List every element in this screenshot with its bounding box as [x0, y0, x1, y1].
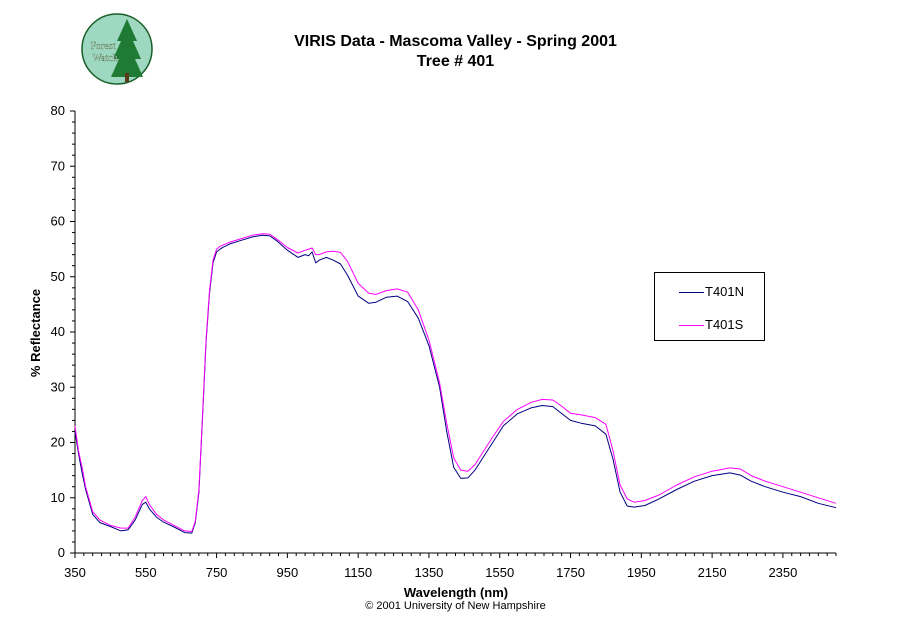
y-tick-label: 20 [51, 435, 65, 450]
chart-subtitle: Tree # 401 [416, 53, 495, 70]
legend-label-t401n: T401N [705, 284, 745, 299]
logo-text-line2: Watch [92, 53, 117, 64]
x-axis-ticks: 350 550 750 950 1150 1350 1550 1750 1950 2150 2350 [64, 553, 837, 580]
legend-item-t401n: T401N [679, 284, 745, 300]
series-line-t401s [74, 233, 837, 532]
x-tick-label: 750 [206, 565, 228, 580]
x-tick-label: 350 [64, 565, 86, 580]
y-axis-label: % Reflectance [28, 289, 43, 377]
y-tick-label: 70 [51, 158, 65, 173]
legend-line-t401s [679, 325, 704, 326]
y-tick-label: 80 [51, 103, 65, 118]
x-tick-label: 1550 [485, 565, 514, 580]
x-tick-label: 1950 [627, 565, 656, 580]
legend-label-t401s: T401S [705, 317, 744, 332]
y-axis-ticks: 0 10 20 30 40 50 60 70 80 [51, 103, 75, 560]
x-tick-label: 1750 [556, 565, 585, 580]
x-tick-label: 550 [135, 565, 157, 580]
forest-watch-logo: Forest Watch [81, 13, 153, 85]
legend-line-t401n [679, 292, 704, 293]
copyright-notice: © 2001 University of New Hampshire [365, 600, 546, 612]
x-tick-label: 2350 [768, 565, 797, 580]
chart-legend: T401N T401S [654, 272, 765, 341]
x-tick-label: 1150 [344, 565, 372, 580]
y-tick-label: 10 [51, 490, 65, 505]
chart-series [74, 233, 837, 534]
x-tick-label: 1350 [414, 565, 443, 580]
y-tick-label: 50 [51, 269, 65, 284]
legend-item-t401s: T401S [679, 317, 744, 333]
y-tick-label: 30 [51, 379, 65, 394]
y-tick-label: 60 [51, 214, 65, 229]
x-tick-label: 950 [277, 565, 299, 580]
y-tick-label: 0 [58, 545, 65, 560]
x-tick-label: 2150 [698, 565, 727, 580]
chart-title: VIRIS Data - Mascoma Valley - Spring 200… [294, 33, 617, 50]
y-tick-label: 40 [51, 324, 65, 339]
x-axis-label: Wavelength (nm) [404, 585, 508, 600]
logo-text-line1: Forest [91, 41, 116, 52]
series-line-t401n [74, 234, 837, 534]
